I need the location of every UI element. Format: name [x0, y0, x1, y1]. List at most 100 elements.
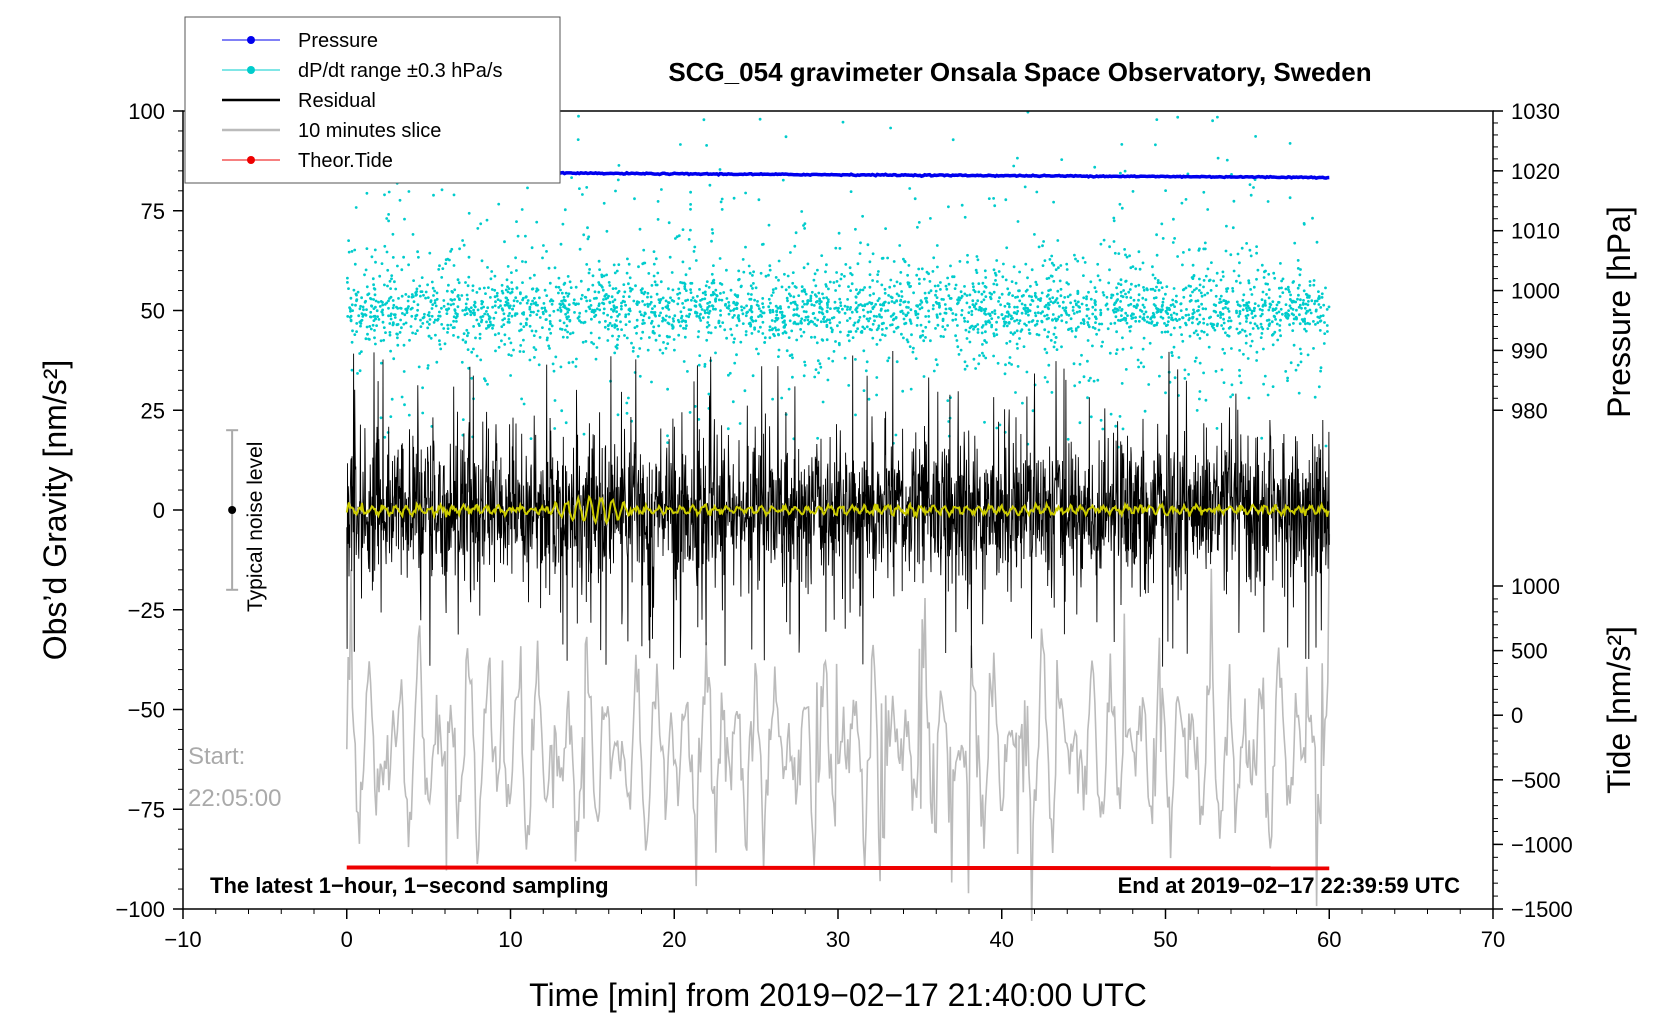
- dpdt-point: [1013, 331, 1017, 334]
- dpdt-point: [1194, 329, 1198, 333]
- dpdt-point: [494, 349, 497, 353]
- dpdt-point: [1306, 296, 1309, 299]
- dpdt-point: [351, 329, 354, 333]
- dpdt-point: [1166, 312, 1170, 316]
- pressure-tick-label: 1000: [1511, 279, 1560, 304]
- dpdt-point: [518, 329, 521, 333]
- dpdt-point: [989, 297, 993, 301]
- dpdt-point: [1128, 288, 1132, 291]
- dpdt-point: [1263, 299, 1267, 303]
- dpdt-point: [733, 337, 736, 341]
- dpdt-point: [367, 292, 371, 296]
- dpdt-point: [710, 272, 714, 276]
- dpdt-point: [984, 320, 988, 324]
- dpdt-point: [800, 210, 804, 213]
- dpdt-point: [1299, 268, 1302, 271]
- dpdt-point: [895, 280, 899, 284]
- dpdt-point: [1132, 304, 1136, 308]
- dpdt-point: [887, 294, 890, 297]
- dpdt-point: [1206, 267, 1210, 271]
- dpdt-point: [1298, 283, 1301, 287]
- dpdt-point: [1002, 317, 1006, 320]
- dpdt-point: [542, 312, 545, 316]
- dpdt-point: [1221, 347, 1225, 351]
- dpdt-point: [748, 321, 752, 325]
- dpdt-point: [1173, 305, 1176, 308]
- dpdt-point: [854, 308, 858, 312]
- dpdt-point: [1164, 189, 1167, 193]
- dpdt-point: [759, 325, 762, 329]
- dpdt-point: [361, 315, 365, 318]
- dpdt-point: [1186, 172, 1190, 176]
- dpdt-point: [626, 257, 629, 261]
- dpdt-point: [1182, 287, 1186, 291]
- dpdt-point: [1176, 255, 1179, 258]
- dpdt-point: [1266, 393, 1270, 397]
- dpdt-point: [886, 359, 890, 363]
- dpdt-point: [1175, 294, 1178, 298]
- dpdt-point: [691, 296, 695, 299]
- dpdt-point: [1035, 190, 1039, 194]
- dpdt-point: [461, 309, 465, 312]
- dpdt-point: [904, 321, 908, 325]
- dpdt-point: [538, 336, 542, 339]
- dpdt-point: [516, 299, 519, 303]
- dpdt-point: [530, 329, 534, 333]
- dpdt-point: [786, 274, 790, 278]
- dpdt-point: [389, 415, 393, 418]
- dpdt-point: [554, 285, 558, 289]
- dpdt-point: [477, 322, 481, 326]
- dpdt-point: [1212, 279, 1215, 283]
- dpdt-point: [1290, 300, 1294, 304]
- dpdt-point: [1227, 334, 1231, 338]
- dpdt-point: [465, 293, 469, 297]
- dpdt-point: [1313, 302, 1316, 306]
- tide-line: [346, 865, 1330, 871]
- dpdt-point: [1119, 300, 1122, 303]
- dpdt-point: [1054, 268, 1058, 271]
- dpdt-point: [396, 307, 400, 310]
- dpdt-point: [666, 305, 669, 309]
- dpdt-point: [1273, 276, 1277, 280]
- dpdt-point: [652, 274, 656, 278]
- dpdt-point: [1069, 301, 1072, 305]
- dpdt-point: [566, 311, 570, 314]
- dpdt-point: [844, 263, 848, 266]
- dpdt-point: [753, 298, 756, 302]
- dpdt-point: [1241, 298, 1245, 302]
- dpdt-point: [1216, 314, 1220, 317]
- dpdt-point: [1015, 342, 1019, 346]
- dpdt-point: [980, 292, 984, 296]
- dpdt-point: [521, 296, 525, 300]
- dpdt-point: [1255, 245, 1258, 249]
- dpdt-point: [861, 214, 864, 218]
- dpdt-point: [634, 284, 637, 288]
- dpdt-point: [615, 269, 619, 273]
- dpdt-point: [481, 315, 485, 318]
- dpdt-point: [490, 270, 494, 273]
- dpdt-point: [1091, 344, 1094, 348]
- dpdt-point: [1228, 316, 1231, 320]
- dpdt-point: [638, 347, 642, 350]
- dpdt-point: [977, 290, 981, 294]
- dpdt-point: [1171, 354, 1174, 357]
- dpdt-point: [400, 268, 404, 272]
- dpdt-point: [711, 231, 715, 235]
- dpdt-point: [610, 295, 614, 299]
- dpdt-point: [1047, 289, 1050, 292]
- dpdt-point: [521, 312, 524, 315]
- dpdt-point: [939, 334, 943, 338]
- dpdt-point: [753, 326, 756, 330]
- dpdt-point: [1138, 315, 1142, 319]
- dpdt-point: [480, 302, 484, 306]
- dpdt-point: [388, 279, 392, 283]
- dpdt-point: [974, 302, 978, 306]
- dpdt-point: [907, 300, 910, 304]
- dpdt-point: [717, 321, 721, 325]
- dpdt-point: [654, 314, 657, 318]
- dpdt-point: [942, 335, 945, 338]
- dpdt-point: [1052, 332, 1056, 336]
- dpdt-point: [813, 322, 816, 326]
- dpdt-point: [1094, 315, 1097, 319]
- dpdt-point: [516, 234, 520, 238]
